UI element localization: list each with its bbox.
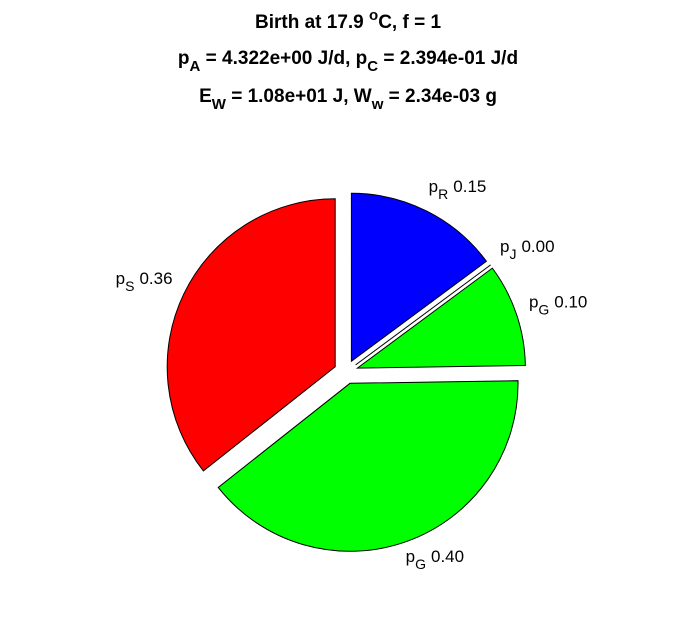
- slice-label: pS 0.36: [116, 269, 173, 294]
- title-part: = 4.322e+00 J/d, p: [200, 48, 367, 69]
- title-part: A: [190, 58, 201, 75]
- label-base: p: [529, 292, 538, 311]
- label-base: p: [429, 177, 438, 196]
- pie-slice: [355, 264, 491, 366]
- label-base: p: [116, 269, 125, 288]
- label-value: 0.36: [139, 269, 172, 288]
- title-part: o: [369, 7, 378, 24]
- title-part: E: [199, 86, 212, 107]
- slice-label: pR 0.15: [429, 177, 487, 202]
- title-part: C, f = 1: [378, 12, 441, 33]
- pie-slice: [166, 198, 336, 472]
- slice-label: pJ 0.00: [500, 237, 555, 262]
- label-sub: R: [438, 186, 448, 202]
- title-part: W: [212, 96, 227, 113]
- label-sub: S: [125, 278, 134, 294]
- title-part: C: [367, 58, 378, 75]
- label-value: 0.15: [453, 177, 486, 196]
- title-part: w: [371, 96, 384, 113]
- pie-slice: [355, 267, 526, 369]
- label-value: 0.00: [521, 237, 554, 256]
- slice-label: pG 0.40: [406, 547, 464, 572]
- title-part: = 2.394e-01 J/d: [378, 48, 518, 69]
- title-part: Birth at 17.9: [255, 12, 369, 33]
- label-value: 0.10: [554, 292, 587, 311]
- label-value: 0.40: [431, 547, 464, 566]
- chart-title: pA = 4.322e+00 J/d, pC = 2.394e-01 J/d: [178, 48, 518, 75]
- title-part: p: [178, 48, 190, 69]
- label-base: p: [406, 547, 415, 566]
- chart-title: EW = 1.08e+01 J, Ww = 2.34e-03 g: [199, 86, 497, 113]
- slice-label: pG 0.10: [529, 292, 587, 317]
- label-sub: J: [509, 246, 516, 262]
- title-part: = 1.08e+01 J, W: [226, 86, 372, 107]
- pie-slice: [217, 380, 519, 552]
- label-sub: G: [538, 301, 549, 317]
- label-base: p: [500, 237, 509, 256]
- chart-title: Birth at 17.9 oC, f = 1: [255, 7, 441, 33]
- label-sub: G: [415, 556, 426, 572]
- title-part: = 2.34e-03 g: [383, 86, 497, 107]
- pie-slice: [350, 192, 488, 363]
